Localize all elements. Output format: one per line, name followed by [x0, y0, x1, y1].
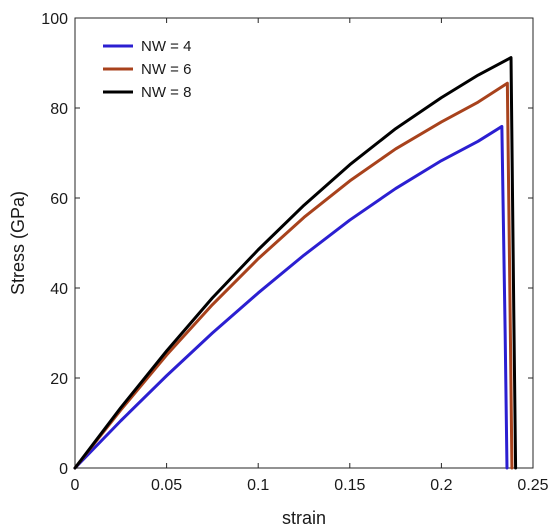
y-tick-label: 40 [50, 281, 68, 298]
x-axis-title: strain [282, 508, 326, 528]
legend-label: NW = 6 [141, 61, 191, 78]
x-tick-label: 0.2 [430, 477, 452, 494]
x-tick-label: 0.05 [151, 477, 182, 494]
legend-label: NW = 4 [141, 38, 191, 55]
series-line-nw-6 [73, 81, 514, 470]
x-tick-label: 0.25 [517, 477, 548, 494]
series-line-nw-8 [73, 56, 518, 470]
y-axis-ticks: 0 20 40 60 80 100 [41, 11, 533, 478]
legend: NW = 4 NW = 6 NW = 8 [103, 38, 191, 101]
x-tick-label: 0 [71, 477, 80, 494]
x-tick-label: 0.15 [334, 477, 365, 494]
y-tick-label: 60 [50, 191, 68, 208]
y-tick-label: 80 [50, 101, 68, 118]
y-axis-title: Stress (GPa) [8, 191, 28, 295]
series-line-nw-4 [73, 124, 509, 470]
legend-label: NW = 8 [141, 84, 191, 101]
y-tick-label: 0 [59, 461, 68, 478]
y-tick-label: 20 [50, 371, 68, 388]
y-tick-label: 100 [41, 11, 68, 28]
plot-area [74, 17, 534, 469]
series-layer [73, 56, 518, 470]
x-axis-ticks: 0 0.05 0.1 0.15 0.2 0.25 [71, 18, 549, 494]
x-tick-label: 0.1 [247, 477, 269, 494]
